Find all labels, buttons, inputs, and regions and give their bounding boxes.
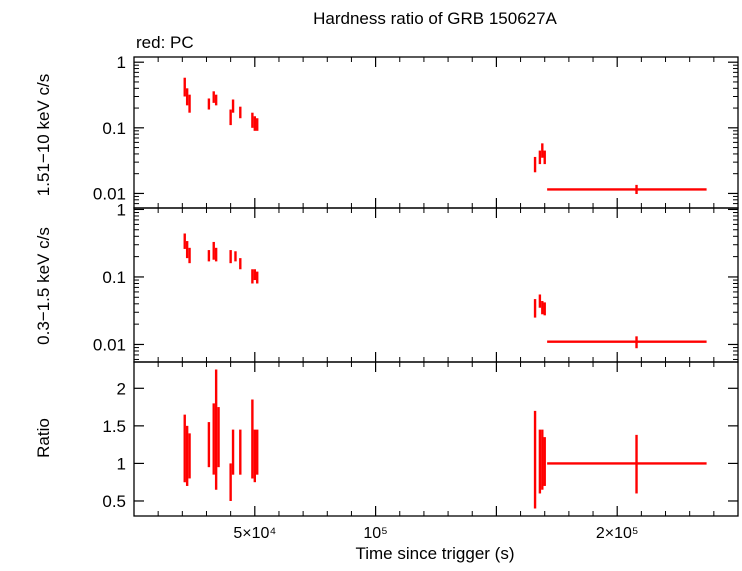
bottom-panel: 2 1.5 1 0.5 5×10⁴ 10⁵ 2×10⁵ bbox=[102, 361, 739, 542]
bottom-y-tick-label: 1 bbox=[117, 454, 126, 473]
x-axis-label: Time since trigger (s) bbox=[355, 544, 514, 563]
middle-panel: 1 0.1 0.01 bbox=[93, 200, 739, 363]
top-y-tick-label: 1 bbox=[117, 53, 126, 72]
chart-title: Hardness ratio of GRB 150627A bbox=[313, 9, 557, 28]
middle-panel-frame bbox=[133, 207, 739, 363]
bottom-y-axis-label: Ratio bbox=[34, 418, 53, 458]
bottom-panel-frame bbox=[133, 361, 739, 517]
middle-y-axis-label: 0.3−1.5 keV c/s bbox=[34, 227, 53, 345]
middle-y-tick-label: 0.01 bbox=[93, 335, 126, 354]
top-y-tick-label: 0.1 bbox=[102, 119, 126, 138]
x-tick-label: 5×10⁴ bbox=[233, 525, 276, 542]
top-panel: 1 0.1 0.01 bbox=[93, 53, 739, 209]
middle-y-tick-label: 1 bbox=[117, 200, 126, 219]
middle-y-tick-label: 0.1 bbox=[102, 268, 126, 287]
top-panel-frame bbox=[133, 56, 739, 209]
x-tick-label: 2×10⁵ bbox=[596, 525, 639, 542]
bottom-y-tick-label: 2 bbox=[117, 379, 126, 398]
x-tick-label: 10⁵ bbox=[363, 525, 387, 542]
legend-note: red: PC bbox=[136, 33, 194, 52]
bottom-y-tick-label: 0.5 bbox=[102, 492, 126, 511]
top-y-tick-label: 0.01 bbox=[93, 184, 126, 203]
bottom-y-tick-label: 1.5 bbox=[102, 417, 126, 436]
top-y-axis-label: 1.51−10 keV c/s bbox=[34, 74, 53, 196]
